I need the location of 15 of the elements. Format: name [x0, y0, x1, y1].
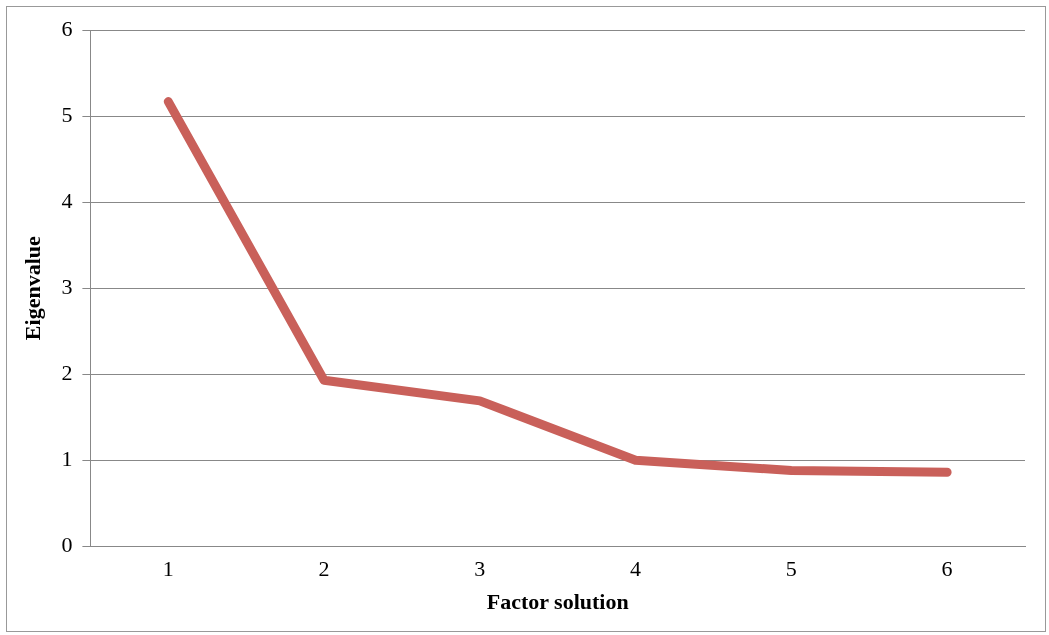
x-tick-label: 1 [162, 556, 174, 582]
y-tick-label: 4 [61, 187, 73, 213]
y-tick-label: 3 [61, 273, 73, 299]
x-axis-title: Factor solution [486, 589, 629, 615]
y-tick-label: 1 [61, 445, 73, 471]
x-tick-label: 4 [630, 556, 642, 582]
y-tick-label: 5 [61, 101, 73, 127]
y-tick-label: 6 [61, 15, 73, 41]
x-tick-label: 2 [318, 556, 330, 582]
x-tick-label: 6 [941, 556, 953, 582]
x-tick-label: 5 [785, 556, 797, 582]
y-axis-title: Eigenvalue [19, 236, 45, 341]
x-tick-label: 3 [474, 556, 486, 582]
y-tick-label: 0 [61, 531, 73, 557]
y-tick-label: 2 [61, 359, 73, 385]
